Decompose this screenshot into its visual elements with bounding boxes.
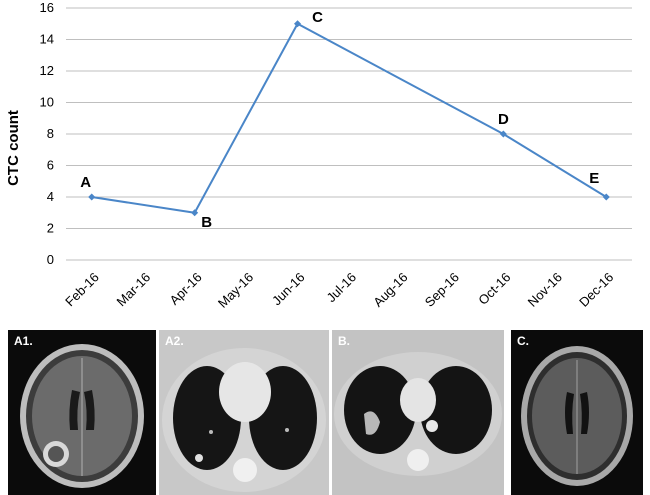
y-tick-label: 6: [47, 158, 54, 173]
chest-ct-mass-image: [334, 352, 502, 476]
point-label-d: D: [498, 111, 509, 128]
y-axis-label: CTC count: [5, 110, 22, 186]
y-tick-label: 10: [40, 95, 54, 110]
x-tick-label: Apr-16: [167, 270, 205, 308]
panel-c: C.: [511, 330, 643, 495]
x-tick-label: May-16: [215, 270, 256, 311]
x-tick-label: Jul-16: [323, 270, 359, 306]
series-line: [91, 22, 607, 214]
y-tick-label: 12: [40, 63, 54, 78]
data-points: [88, 20, 610, 217]
x-tick-label: Mar-16: [114, 270, 154, 310]
data-point-c: [294, 20, 302, 28]
data-point-b: [191, 209, 199, 217]
imaging-panels: A1. A2. B.: [0, 330, 650, 495]
ctc-count-line-chart: 0 2 4 6 8 10 12 14 16 Feb-16 Mar-16 Apr-16 May-16 Ju…: [5, 0, 632, 311]
panel-b-label: B.: [338, 334, 350, 348]
data-point-a: [88, 193, 96, 201]
point-label-a: A: [80, 174, 91, 191]
x-tick-label: Sep-16: [422, 270, 462, 310]
x-tick-label: Jun-16: [269, 270, 308, 309]
x-tick-label: Oct-16: [475, 270, 513, 308]
y-tick-label: 8: [47, 126, 54, 141]
point-label-c: C: [312, 9, 323, 26]
data-point-d: [499, 130, 507, 138]
y-tick-labels: 0 2 4 6 8 10 12 14 16: [40, 0, 54, 267]
panel-c-label: C.: [517, 334, 529, 348]
panel-a2-label: A2.: [165, 334, 184, 348]
y-tick-label: 16: [40, 0, 54, 15]
x-tick-label: Feb-16: [62, 270, 102, 310]
data-point-e: [602, 193, 610, 201]
y-tick-label: 0: [47, 252, 54, 267]
panel-b: B.: [332, 330, 504, 495]
point-label-e: E: [589, 170, 599, 187]
panel-a1: A1.: [8, 330, 156, 495]
panel-a1-label: A1.: [14, 334, 33, 348]
point-labels: A B C D E: [80, 9, 599, 231]
x-tick-label: Aug-16: [370, 270, 410, 310]
x-tick-labels: Feb-16 Mar-16 Apr-16 May-16 Jun-16 Jul-16 Aug-…: [62, 270, 616, 311]
chest-ct-image: [162, 348, 326, 492]
y-tick-label: 4: [47, 189, 54, 204]
y-tick-label: 2: [47, 221, 54, 236]
y-tick-label: 14: [40, 32, 54, 47]
x-tick-label: Nov-16: [525, 270, 565, 310]
brain-mri-clear-image: [521, 346, 633, 486]
point-label-b: B: [201, 214, 212, 231]
gridlines: [66, 7, 632, 261]
x-tick-label: Dec-16: [576, 270, 616, 310]
panel-a2: A2.: [159, 330, 329, 495]
brain-mri-lesion-image: [20, 344, 144, 488]
